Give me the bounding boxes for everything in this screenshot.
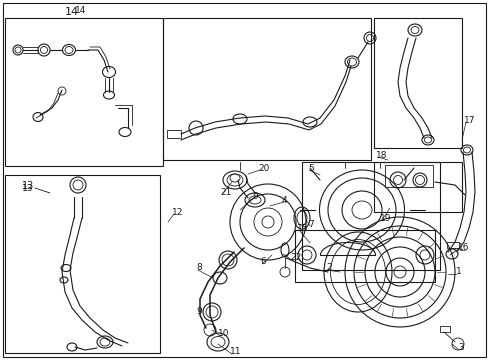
Text: 9: 9 bbox=[196, 307, 202, 316]
Text: 9: 9 bbox=[251, 192, 257, 201]
Text: 3: 3 bbox=[457, 343, 463, 352]
Text: 17: 17 bbox=[463, 116, 474, 125]
Text: 5: 5 bbox=[307, 163, 313, 172]
Text: 11: 11 bbox=[229, 347, 241, 356]
Text: 22: 22 bbox=[289, 253, 301, 262]
Text: 7: 7 bbox=[307, 220, 313, 229]
Text: 6: 6 bbox=[260, 257, 265, 266]
Bar bbox=[439, 326, 449, 332]
Bar bbox=[163, 18, 370, 160]
Text: 21: 21 bbox=[220, 188, 231, 197]
Text: 13: 13 bbox=[22, 181, 34, 191]
Text: 12: 12 bbox=[172, 207, 183, 216]
Text: 16: 16 bbox=[457, 243, 468, 252]
Text: 18: 18 bbox=[375, 150, 386, 159]
Bar bbox=[294, 230, 434, 282]
Text: 8: 8 bbox=[196, 264, 202, 273]
Text: 14: 14 bbox=[75, 5, 86, 14]
Text: 20: 20 bbox=[258, 163, 269, 172]
Text: 13: 13 bbox=[22, 184, 34, 193]
Text: 15: 15 bbox=[296, 224, 308, 233]
Text: 14: 14 bbox=[65, 7, 79, 17]
Bar bbox=[446, 242, 458, 248]
Bar bbox=[5, 175, 160, 353]
Text: 2: 2 bbox=[325, 264, 331, 273]
Bar bbox=[167, 130, 181, 138]
Bar bbox=[373, 18, 461, 148]
Bar bbox=[373, 162, 461, 212]
Text: 19: 19 bbox=[379, 213, 391, 222]
Bar bbox=[384, 165, 432, 187]
Text: 4: 4 bbox=[282, 195, 287, 204]
Bar bbox=[5, 18, 163, 166]
Bar bbox=[302, 162, 439, 270]
Text: 10: 10 bbox=[218, 329, 229, 338]
Text: 1: 1 bbox=[455, 267, 461, 276]
